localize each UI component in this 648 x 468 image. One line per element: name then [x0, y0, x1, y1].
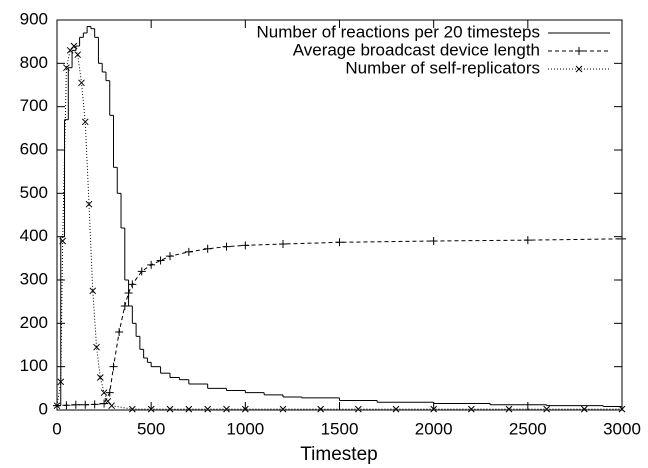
- marker: [279, 405, 287, 413]
- marker: [71, 400, 80, 409]
- marker: [166, 252, 174, 261]
- marker: [100, 389, 108, 397]
- series-line: [56, 45, 622, 410]
- x-tick-label: 2000: [415, 419, 453, 438]
- marker: [223, 405, 230, 413]
- plot-frame: [56, 19, 623, 411]
- marker: [204, 405, 212, 413]
- legend-label: Average broadcast device length: [293, 40, 540, 59]
- marker: [108, 402, 115, 410]
- x-tick-label: 0: [52, 419, 61, 438]
- x-axis-title: Timestep: [300, 444, 377, 465]
- marker: [78, 79, 85, 87]
- marker: [222, 242, 231, 251]
- y-tick-label: 900: [20, 9, 48, 28]
- marker: [128, 280, 137, 289]
- marker: [70, 42, 78, 50]
- legend-label: Number of reactions per 20 timesteps: [257, 22, 540, 41]
- marker: [543, 405, 551, 413]
- marker: [115, 328, 124, 336]
- marker: [430, 405, 438, 413]
- series-line: [56, 238, 623, 407]
- marker: [184, 247, 193, 256]
- marker: [429, 237, 438, 245]
- marker: [85, 200, 93, 208]
- marker: [105, 388, 114, 397]
- marker: [392, 405, 400, 413]
- x-tick-label: 3000: [603, 419, 641, 438]
- x-tick-label: 500: [137, 419, 165, 438]
- marker: [203, 244, 212, 253]
- marker: [575, 65, 583, 73]
- marker: [580, 405, 588, 413]
- marker: [81, 400, 90, 409]
- marker: [241, 405, 249, 413]
- marker: [241, 241, 250, 250]
- y-tick-label: 800: [20, 53, 48, 72]
- marker: [185, 405, 193, 413]
- marker: [96, 374, 104, 381]
- marker: [120, 302, 129, 310]
- marker: [89, 287, 97, 295]
- x-tick-label: 2500: [509, 419, 547, 438]
- marker: [53, 402, 61, 410]
- y-tick-label: 100: [20, 356, 48, 375]
- marker: [166, 405, 174, 413]
- marker: [147, 405, 155, 413]
- marker: [128, 405, 136, 413]
- marker: [575, 47, 583, 55]
- marker: [505, 405, 513, 413]
- y-tick-label: 400: [20, 226, 48, 245]
- marker: [147, 260, 156, 269]
- marker: [156, 256, 165, 265]
- marker: [354, 405, 362, 413]
- marker: [90, 400, 99, 409]
- marker: [124, 289, 133, 297]
- marker: [279, 240, 287, 249]
- y-tick-label: 600: [20, 139, 48, 158]
- y-tick-label: 500: [20, 183, 48, 202]
- legend-label: Number of self-replicators: [345, 58, 540, 77]
- marker: [81, 118, 89, 126]
- marker: [523, 236, 532, 245]
- marker: [335, 238, 344, 247]
- y-tick-label: 0: [39, 399, 48, 418]
- marker: [63, 64, 70, 72]
- marker: [57, 378, 65, 386]
- marker: [618, 405, 626, 413]
- marker: [109, 362, 118, 371]
- marker: [62, 401, 71, 410]
- marker: [74, 51, 82, 59]
- y-tick-label: 700: [20, 96, 48, 115]
- marker: [467, 405, 475, 413]
- marker: [100, 399, 109, 408]
- marker: [137, 267, 146, 276]
- marker: [618, 234, 626, 243]
- marker: [93, 343, 100, 351]
- y-tick-label: 200: [20, 313, 48, 332]
- y-tick-label: 300: [20, 269, 48, 288]
- marker: [59, 237, 67, 245]
- marker: [317, 405, 325, 413]
- x-tick-label: 1500: [321, 419, 359, 438]
- x-tick-label: 1000: [226, 419, 264, 438]
